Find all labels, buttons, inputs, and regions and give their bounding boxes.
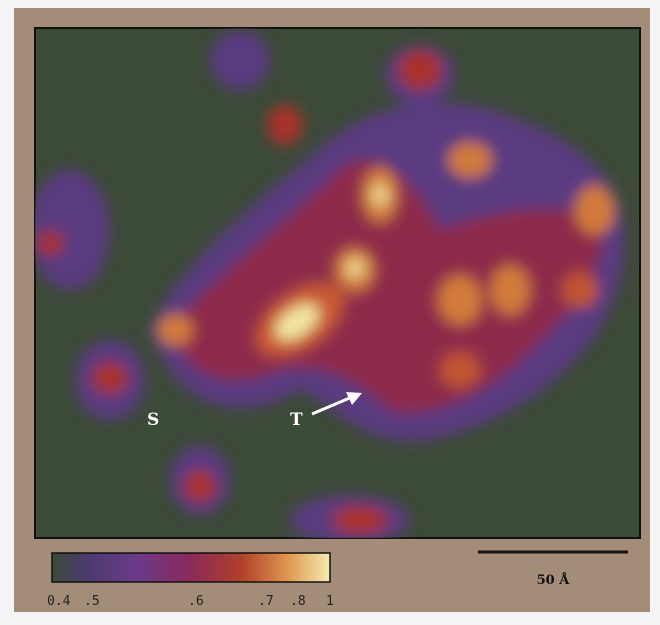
colorbar-label: .6 [188,594,204,609]
colorbar-label: .7 [258,594,274,609]
colorbar-label: .8 [290,594,306,609]
colorbar-label: 0.4 [47,594,71,609]
colorbar-label: .5 [84,594,100,609]
map-label: T [290,410,303,430]
colorbar [52,553,330,582]
scale-bar-label: 50 Å [537,572,571,588]
figure: S T 0.4 .5 .6 .7 .8 1 50 Å [0,0,660,625]
colorbar-label: 1 [326,594,334,609]
figure-svg: S T 0.4 .5 .6 .7 .8 1 50 Å [0,0,660,625]
map-label: S [147,410,159,430]
